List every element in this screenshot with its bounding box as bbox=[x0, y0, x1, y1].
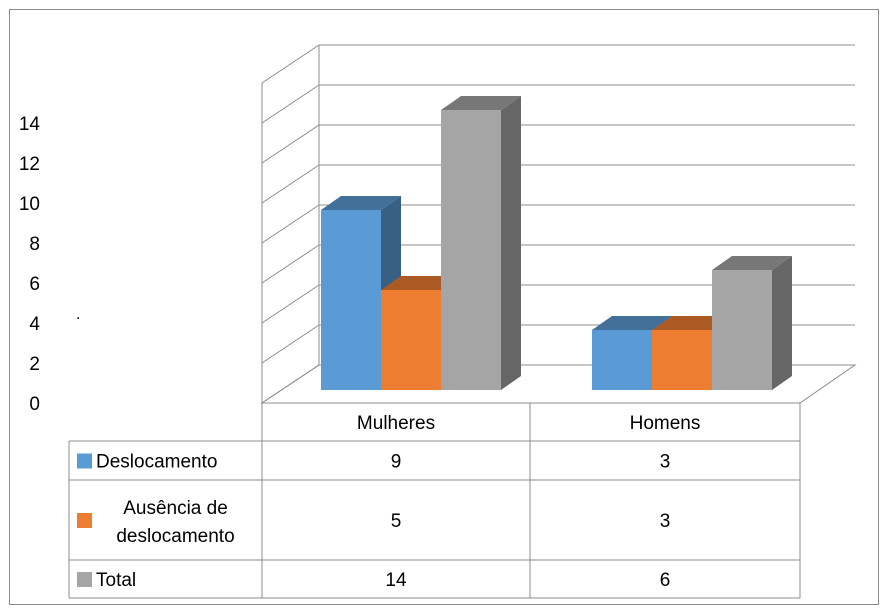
data-table: Mulheres Homens Deslocamento 9 3 Ausência de d… bbox=[68, 402, 801, 599]
gridline-side bbox=[261, 164, 320, 204]
category-label: Mulheres bbox=[357, 413, 435, 434]
bar-top bbox=[321, 196, 401, 210]
y-axis-ticks: 0 2 4 6 8 10 12 14 bbox=[19, 114, 41, 415]
series-name: Ausência de bbox=[123, 498, 228, 519]
bar-mulheres-2 bbox=[441, 96, 521, 390]
bar-side bbox=[501, 96, 521, 390]
y-tick-label: 10 bbox=[19, 194, 40, 215]
legend-key bbox=[77, 513, 92, 528]
y-tick-label: 6 bbox=[29, 274, 40, 295]
series-name: Deslocamento bbox=[96, 452, 217, 473]
bar-top bbox=[712, 256, 792, 270]
y-tick-label: 8 bbox=[29, 234, 40, 255]
stray-mark: . bbox=[76, 306, 81, 323]
y-tick-label: 4 bbox=[29, 314, 40, 335]
bar-homens-2 bbox=[712, 256, 792, 390]
bar-front bbox=[321, 210, 381, 390]
gridline-side bbox=[261, 204, 320, 244]
table-cell: 6 bbox=[660, 570, 671, 591]
table-cell: 3 bbox=[660, 511, 671, 532]
legend-key bbox=[77, 453, 92, 469]
bar-top bbox=[592, 316, 672, 330]
series-name: Total bbox=[96, 570, 136, 591]
series-name: deslocamento bbox=[116, 526, 234, 547]
bar-front bbox=[712, 270, 772, 390]
gridline-side bbox=[261, 284, 320, 324]
gridline-side bbox=[261, 324, 320, 364]
bar-front bbox=[652, 330, 712, 390]
bar-top bbox=[441, 96, 521, 110]
y-tick-label: 14 bbox=[19, 114, 41, 135]
y-tick-label: 0 bbox=[29, 394, 40, 415]
bar-side bbox=[772, 256, 792, 390]
gridline-side bbox=[261, 124, 320, 164]
bar-front bbox=[441, 110, 501, 390]
y-tick-label: 2 bbox=[29, 354, 40, 375]
table-cell: 3 bbox=[660, 452, 671, 473]
bar-layer bbox=[321, 96, 792, 390]
table-cell: 14 bbox=[385, 570, 407, 591]
table-cell: 5 bbox=[391, 511, 402, 532]
legend-key bbox=[77, 572, 92, 587]
bar-front bbox=[592, 330, 652, 390]
table-cell: 9 bbox=[391, 452, 402, 473]
y-tick-label: 12 bbox=[19, 154, 40, 175]
bar-front bbox=[381, 290, 441, 390]
gridline-side bbox=[261, 84, 320, 124]
gridline-side bbox=[261, 44, 320, 84]
gridline-side bbox=[261, 244, 320, 284]
category-label: Homens bbox=[630, 413, 701, 434]
